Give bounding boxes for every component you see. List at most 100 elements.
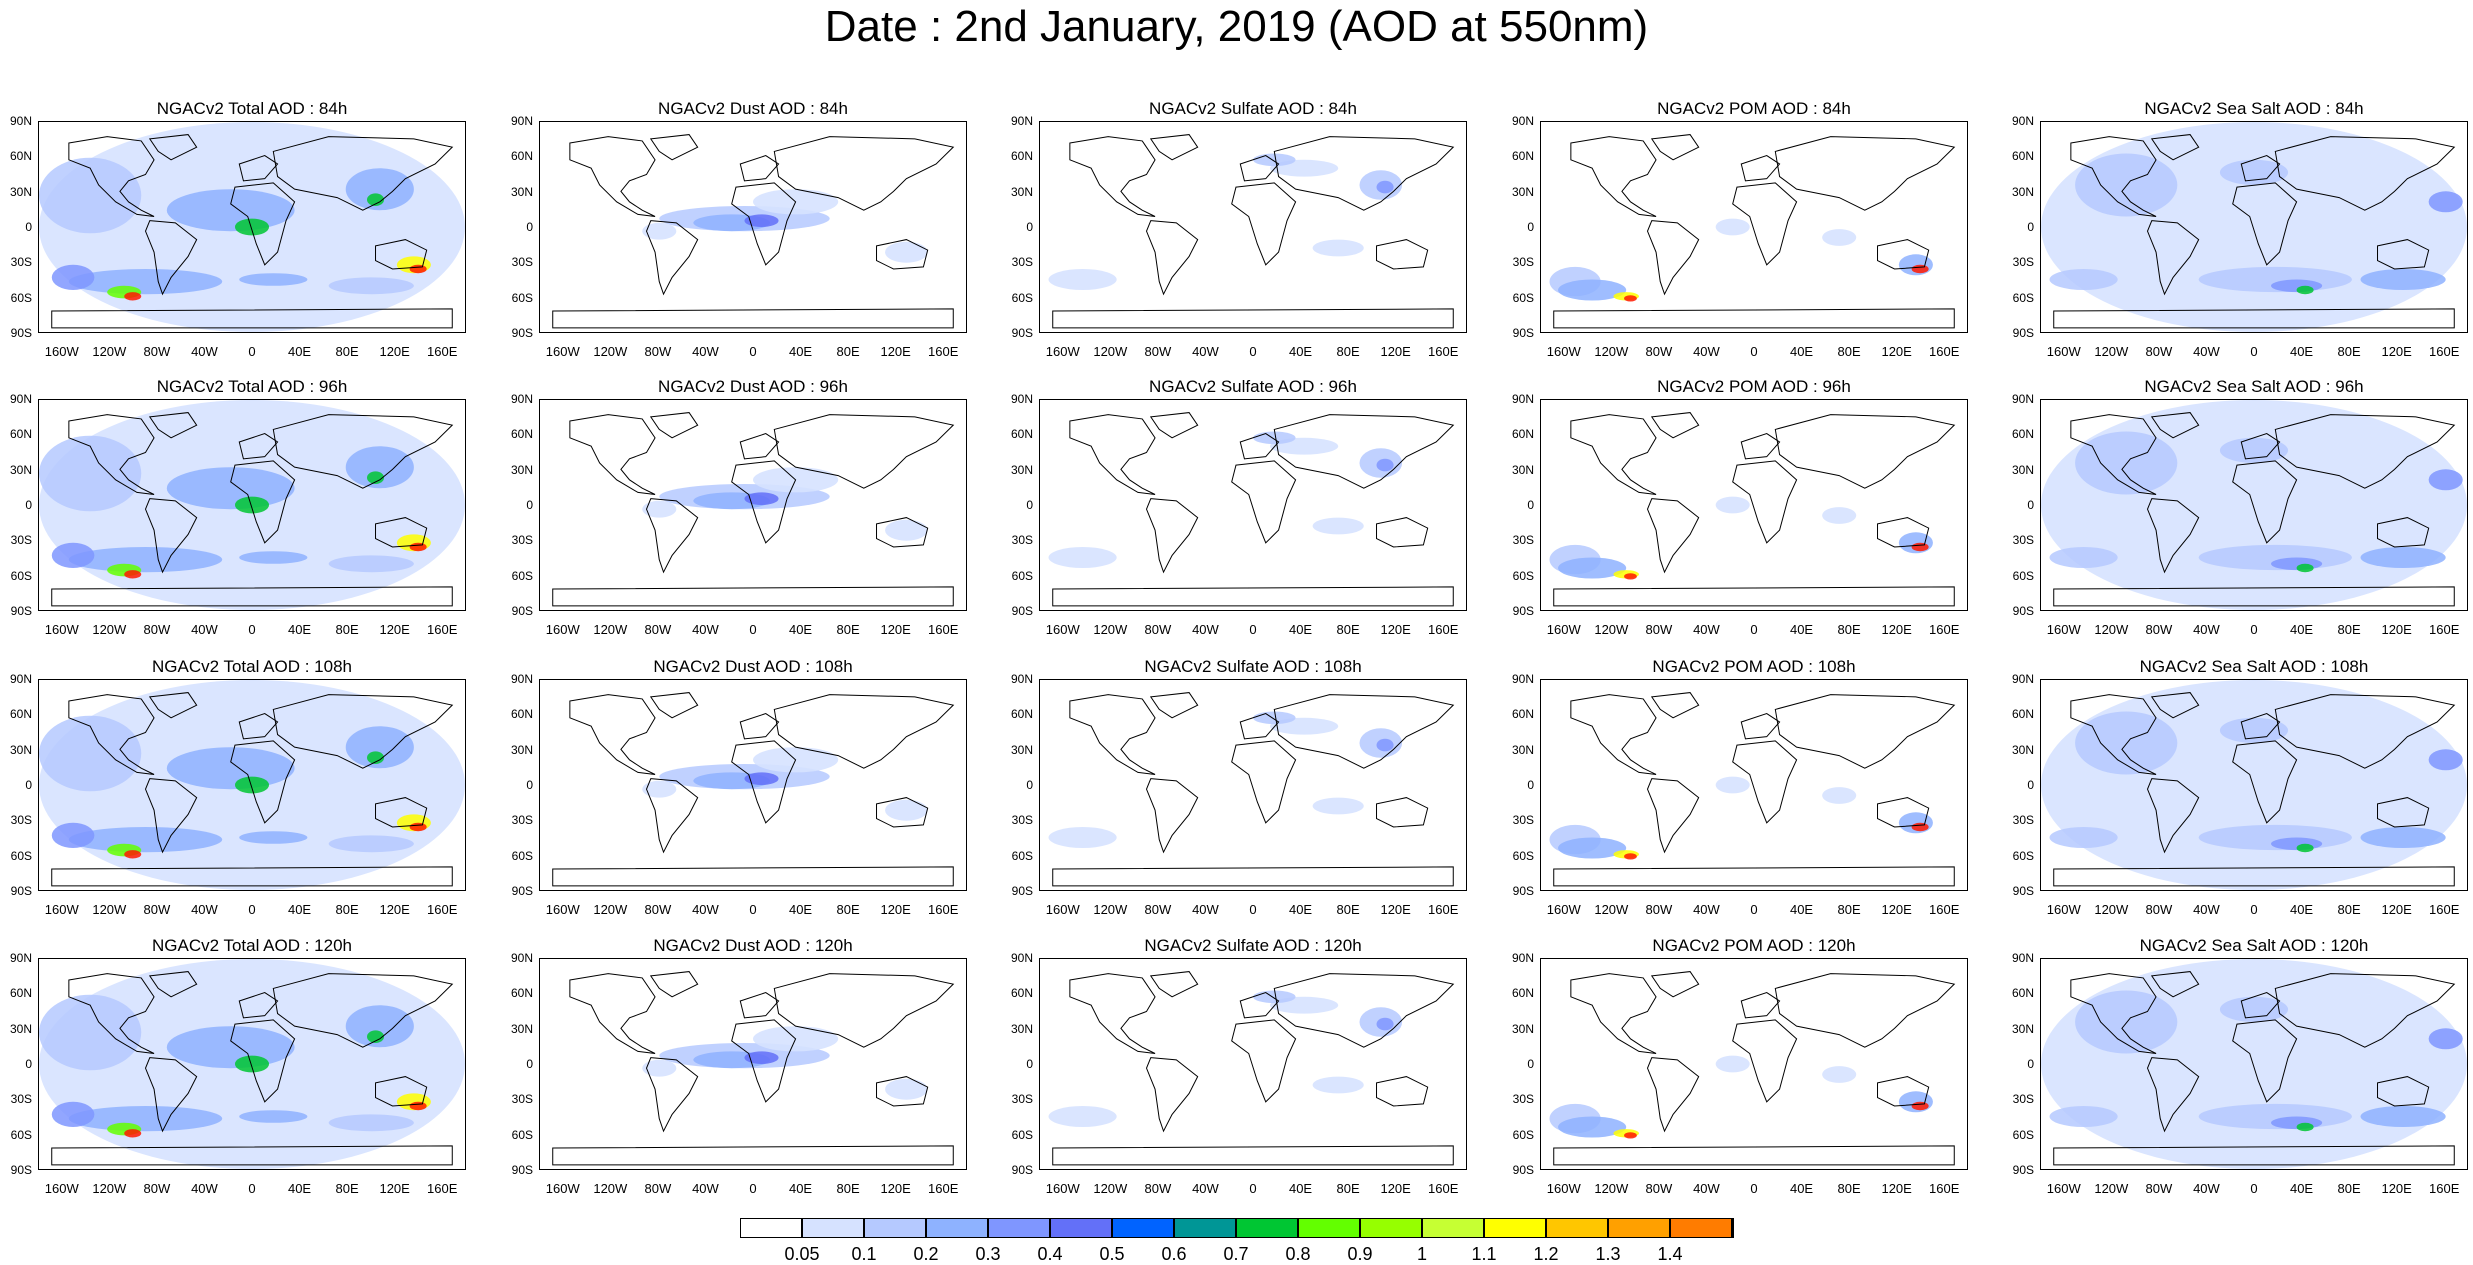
longitude-tick-label: 120W <box>92 622 127 637</box>
longitude-tick-label: 40W <box>1693 344 1720 359</box>
longitude-tick-label: 160W <box>2046 1181 2081 1196</box>
latitude-tick-label: 0 <box>25 778 32 792</box>
coastline <box>272 973 454 1048</box>
coastline <box>2070 414 2157 495</box>
coastline <box>1774 973 1956 1048</box>
latitude-tick-label: 30S <box>511 1092 533 1107</box>
longitude-tick-label: 80E <box>2337 1181 2361 1196</box>
aod-contour <box>2360 827 2446 848</box>
coastline <box>272 414 454 489</box>
longitude-tick-label: 40E <box>1288 1181 1313 1196</box>
latitude-tick-label: 0 <box>25 1057 32 1071</box>
longitude-tick-label: 160E <box>2429 902 2460 917</box>
latitude-tick-label: 60N <box>9 427 32 442</box>
latitude-tick-label: 30N <box>510 184 533 199</box>
panel-title: NGACv2 Sulfate AOD : 120h <box>1144 936 1362 955</box>
coastline <box>552 1145 954 1166</box>
map-canvas <box>552 134 955 329</box>
colorbar-label: 0.05 <box>784 1244 820 1264</box>
latitude-tick-label: 30N <box>1511 742 1534 757</box>
aod-contour <box>409 264 427 274</box>
longitude-tick-label: 80E <box>1837 1181 1861 1196</box>
coastline <box>1052 1145 1454 1166</box>
coastline <box>1740 992 1781 1019</box>
aod-contour <box>642 780 677 798</box>
latitude-tick-label: 0 <box>526 498 533 512</box>
panel-title: NGACv2 Dust AOD : 96h <box>658 377 848 396</box>
longitude-tick-label: 40W <box>692 1181 719 1196</box>
latitude-tick-label: 90S <box>2012 1163 2034 1177</box>
coastline <box>1239 433 1280 460</box>
longitude-tick-label: 40E <box>287 622 312 637</box>
colorbar-label: 0.5 <box>1099 1244 1125 1264</box>
map-panel: NGACv2 POM AOD : 120h 90N 60N 30N 0 30S 60S 90S… <box>1512 936 1968 1196</box>
coastline <box>2240 713 2281 740</box>
coastline <box>569 414 656 495</box>
aod-contour <box>1715 1055 1750 1073</box>
colorbar-swatch <box>1236 1218 1298 1238</box>
map-canvas <box>552 971 955 1166</box>
map-canvas <box>552 412 955 607</box>
aod-contour <box>239 551 308 564</box>
longitude-tick-label: 0 <box>749 902 757 917</box>
latitude-tick-label: 0 <box>1527 778 1534 792</box>
longitude-tick-label: 160E <box>1428 344 1459 359</box>
coastline <box>649 971 699 998</box>
panel-title: NGACv2 Dust AOD : 84h <box>658 99 848 118</box>
latitude-tick-label: 0 <box>526 1057 533 1071</box>
longitude-tick-label: 80W <box>2145 344 2173 359</box>
aod-contour <box>1715 218 1750 236</box>
aod-contour <box>1376 458 1394 472</box>
coastline <box>1052 586 1454 607</box>
longitude-tick-label: 40E <box>788 622 813 637</box>
coastline <box>645 778 699 854</box>
coastline <box>2274 694 2456 769</box>
colorbar-label: 0.9 <box>1347 1244 1373 1264</box>
coastline <box>148 692 198 719</box>
colorbar: 0.05 0.1 0.2 0.3 0.4 0.5 0.6 0.7 0.8 0.9 1 1.1 1.2 1.… <box>740 1218 1734 1264</box>
aod-contour <box>2296 563 2314 573</box>
aod-contour <box>1312 239 1364 257</box>
coastline <box>2146 778 2200 854</box>
panel-title: NGACv2 Sea Salt AOD : 120h <box>2139 936 2369 955</box>
longitude-tick-label: 80E <box>1837 902 1861 917</box>
aod-contour <box>1253 431 1296 445</box>
coastline <box>238 433 279 460</box>
latitude-tick-label: 30N <box>9 1021 32 1036</box>
latitude-tick-label: 90S <box>511 1163 533 1177</box>
coastline <box>739 155 780 182</box>
latitude-tick-label: 60N <box>1511 986 1534 1001</box>
latitude-tick-label: 0 <box>1527 1057 1534 1071</box>
longitude-tick-label: 120W <box>92 1181 127 1196</box>
longitude-tick-label: 160E <box>1929 902 1960 917</box>
aod-contour <box>124 1129 142 1138</box>
latitude-tick-label: 30S <box>1011 533 1033 548</box>
latitude-tick-label: 0 <box>1026 498 1033 512</box>
longitude-tick-label: 120W <box>2094 1181 2129 1196</box>
aod-contour <box>2428 469 2463 491</box>
aod-contour <box>1558 279 1627 301</box>
longitude-tick-label: 0 <box>1249 902 1257 917</box>
latitude-tick-label: 30S <box>1512 255 1534 270</box>
longitude-tick-label: 0 <box>1249 1181 1257 1196</box>
longitude-tick-label: 80W <box>143 622 171 637</box>
latitude-tick-label: 30S <box>1512 1092 1534 1107</box>
aod-contour <box>2075 431 2178 495</box>
coastline <box>2150 692 2200 719</box>
panel-title: NGACv2 Dust AOD : 120h <box>653 936 853 955</box>
map-canvas <box>1048 692 1455 887</box>
colorbar-label: 1.2 <box>1533 1244 1559 1264</box>
aod-contour <box>885 1078 928 1100</box>
map-canvas <box>2041 122 2467 332</box>
coastline <box>1376 517 1429 548</box>
coastline <box>569 136 656 217</box>
aod-contour <box>367 471 385 484</box>
coastline <box>1145 498 1199 574</box>
latitude-tick-label: 60N <box>510 149 533 164</box>
longitude-tick-label: 80E <box>335 902 359 917</box>
map-panel: NGACv2 Sea Salt AOD : 120h 90N 60N 30N 0 30S 6… <box>2012 936 2468 1196</box>
longitude-tick-label: 160W <box>545 1181 580 1196</box>
aod-contour <box>328 1114 414 1132</box>
latitude-tick-label: 30S <box>2012 813 2034 828</box>
coastline <box>773 414 955 489</box>
